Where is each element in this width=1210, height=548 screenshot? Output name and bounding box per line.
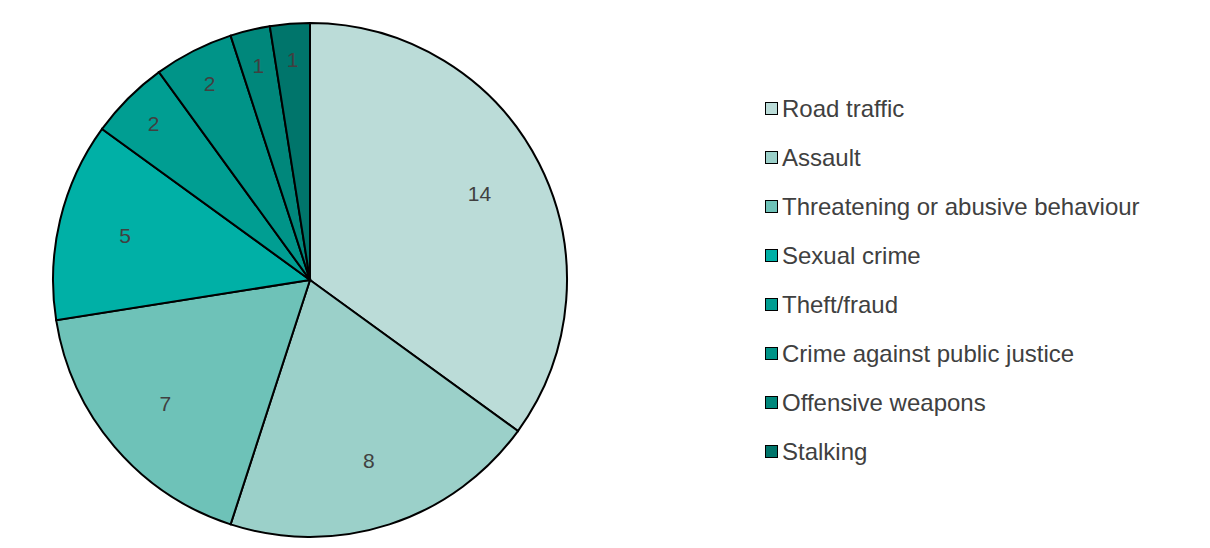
svg-text:5: 5 [119, 224, 131, 247]
html-text:Theft/fraud: Theft/fraud [782, 290, 899, 318]
svg-text:1: 1 [253, 54, 265, 77]
svg-text:2: 2 [204, 72, 216, 95]
svg-text:14: 14 [468, 182, 492, 205]
html-text:Offensive weapons: Offensive weapons [782, 388, 986, 416]
html-text:Threatening or abusive behavio: Threatening or abusive behaviour [782, 192, 1140, 220]
html-text:Sexual crime: Sexual crime [782, 241, 921, 269]
html-text:Stalking: Stalking [782, 437, 868, 465]
svg-text:7: 7 [160, 392, 172, 415]
svg-text:2: 2 [148, 112, 160, 135]
svg-text:8: 8 [363, 449, 375, 472]
html-text:Crime against public justice: Crime against public justice [782, 339, 1075, 367]
html-text:Assault: Assault [782, 143, 861, 171]
svg-text:1: 1 [287, 48, 299, 71]
html-text:Road traffic: Road traffic [782, 94, 905, 122]
